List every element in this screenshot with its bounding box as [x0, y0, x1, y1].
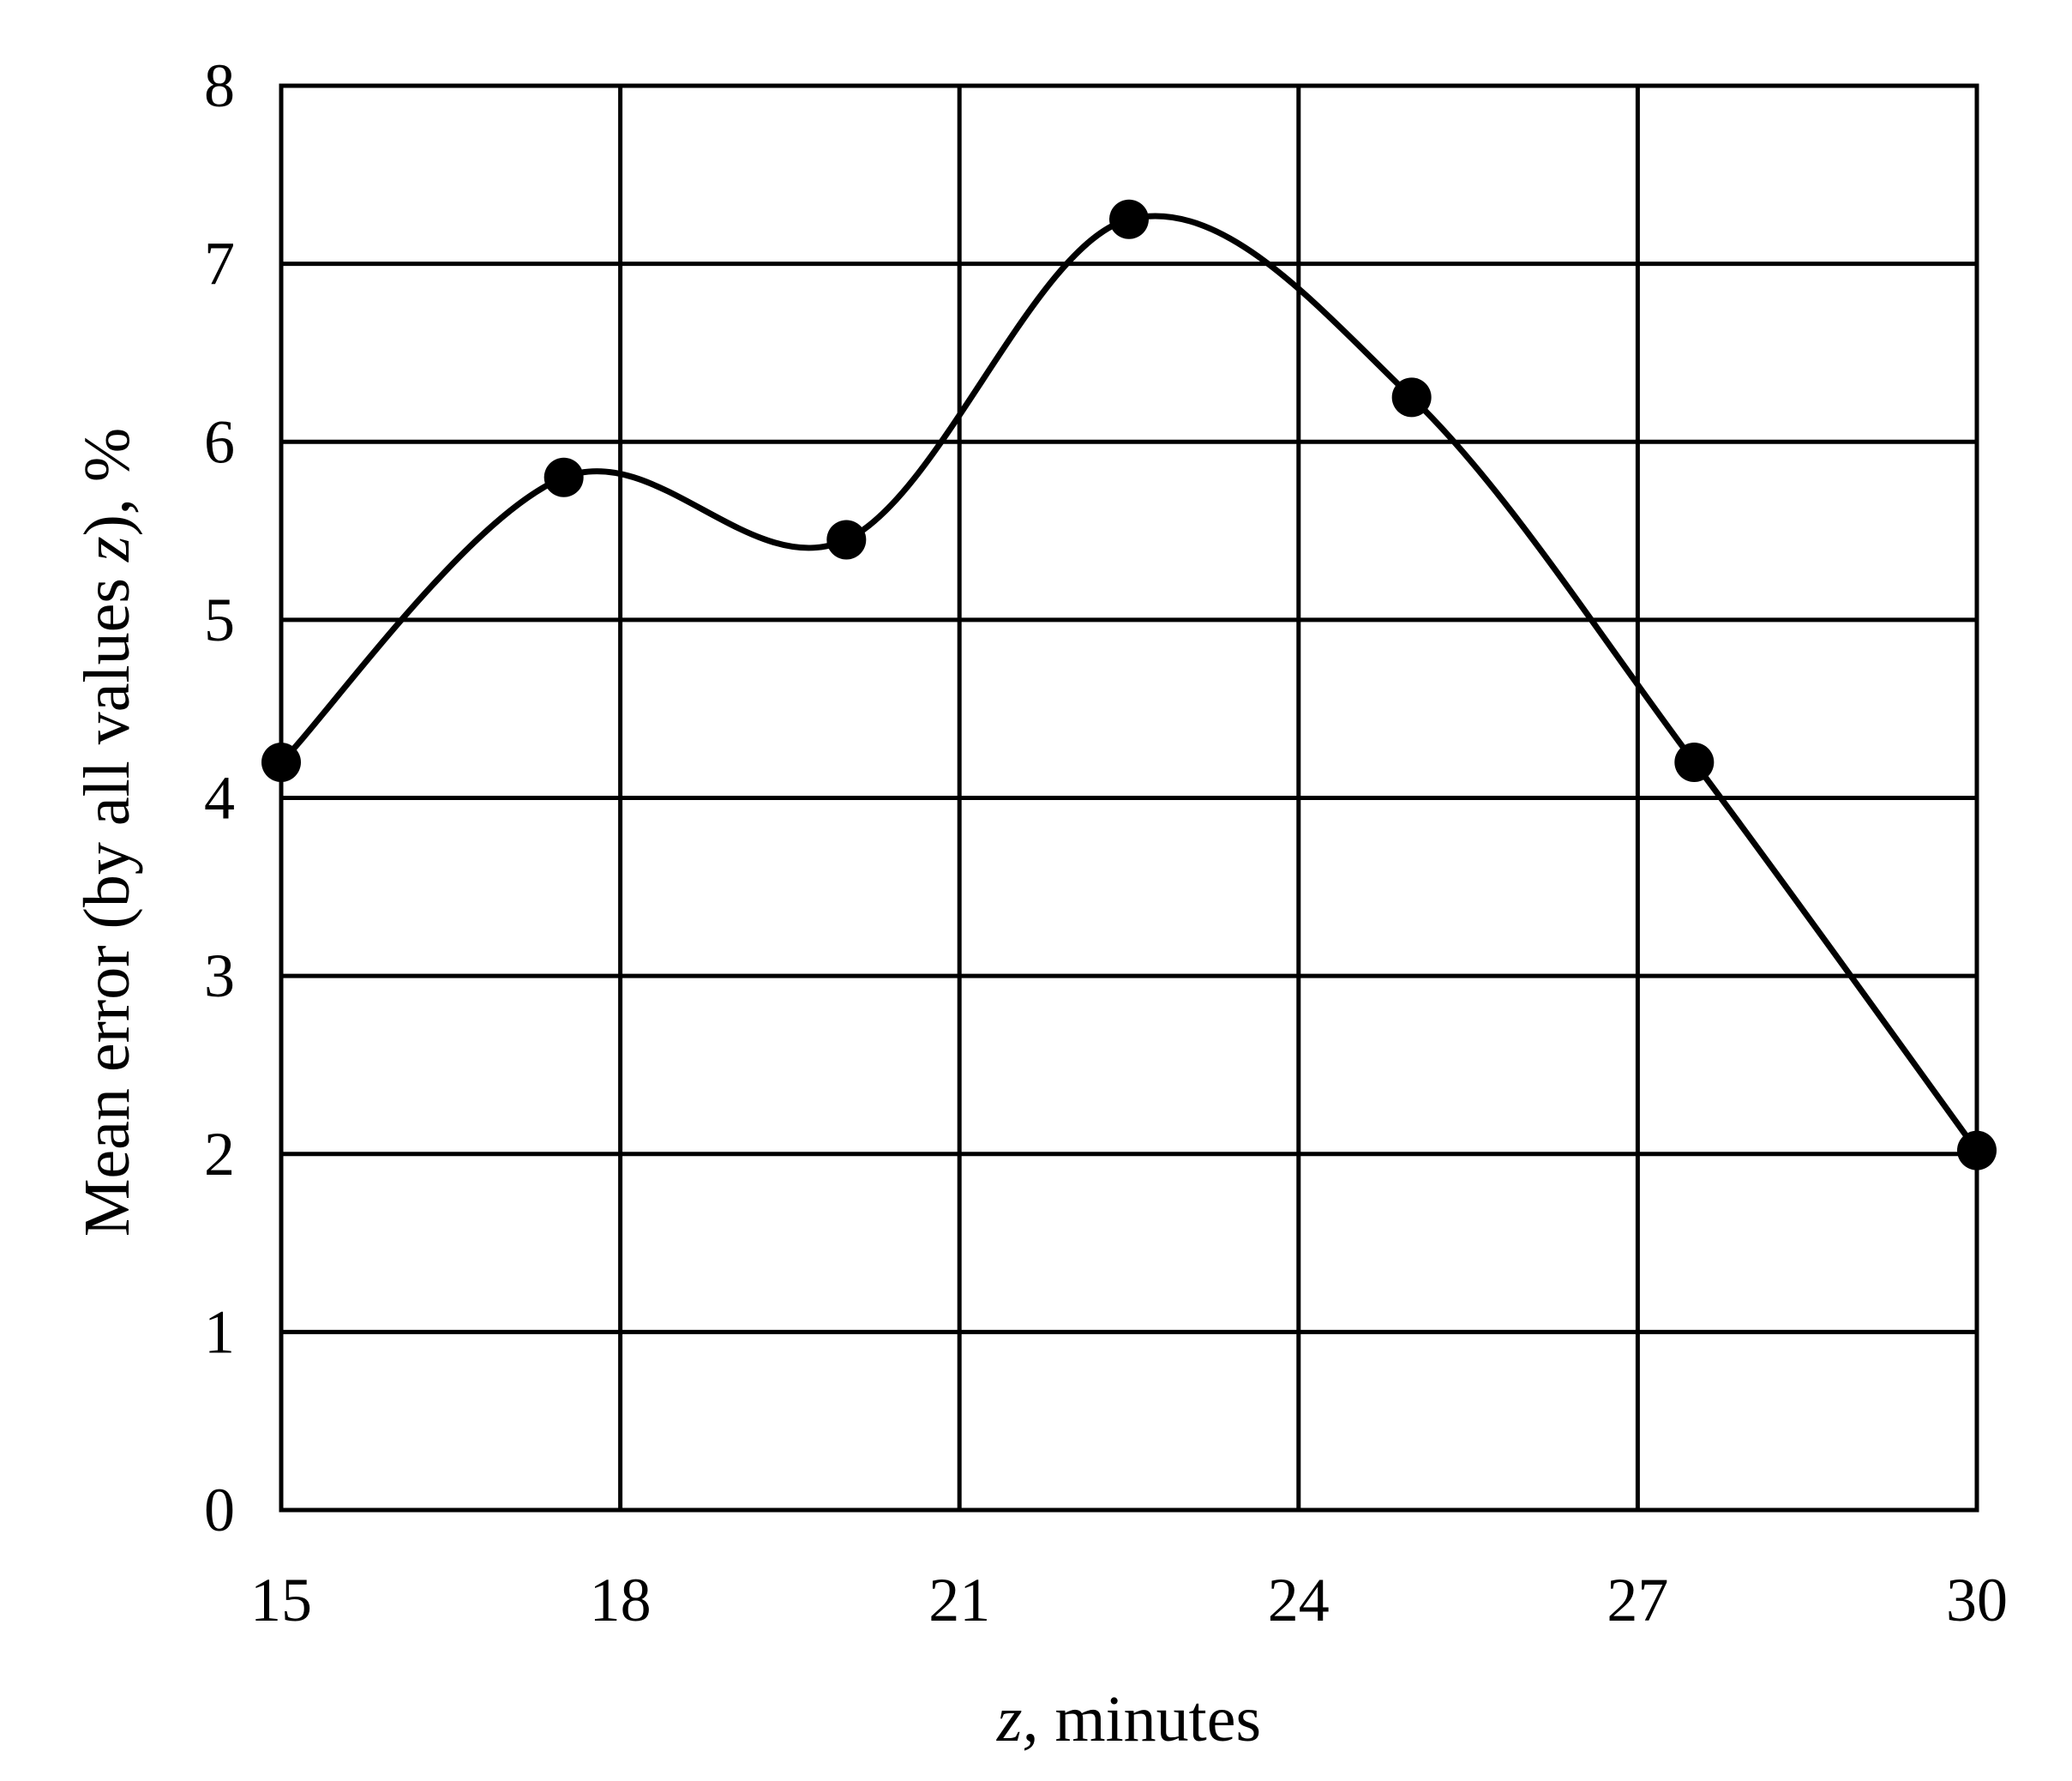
- data-point: [544, 457, 584, 497]
- x-tick-label: 27: [1607, 1566, 1668, 1634]
- data-point: [1674, 742, 1715, 782]
- x-tick-label: 15: [250, 1566, 312, 1634]
- plot-frame: [279, 83, 1979, 1513]
- data-point: [826, 520, 867, 560]
- x-axis-title: z, minutes: [996, 1683, 1261, 1755]
- y-tick-label: 0: [204, 1476, 235, 1544]
- y-tick-label: 2: [204, 1120, 235, 1188]
- x-axis-tick-labels: 15 18 21 24 27 30: [250, 1566, 2008, 1634]
- x-tick-label: 24: [1268, 1566, 1330, 1634]
- x-tick-label: 21: [928, 1566, 990, 1634]
- y-axis-title-end: ), %: [71, 428, 143, 537]
- y-axis-title-variable: z: [71, 536, 143, 563]
- y-axis-title: Mean error (by all values z), %: [71, 428, 143, 1236]
- y-tick-label: 8: [204, 51, 235, 120]
- data-point: [261, 742, 301, 782]
- y-tick-label: 1: [204, 1297, 235, 1366]
- x-axis-title-unit: minutes: [1038, 1683, 1261, 1755]
- y-tick-label: 5: [204, 586, 235, 654]
- data-point: [1957, 1130, 1997, 1170]
- data-point: [1391, 377, 1432, 418]
- y-tick-label: 7: [204, 230, 235, 298]
- data-point: [1109, 199, 1149, 239]
- y-tick-label: 4: [204, 764, 235, 833]
- series-line: [278, 213, 1980, 1154]
- x-axis-title-variable: z,: [996, 1683, 1039, 1755]
- y-axis-title-start: Mean error (by all values: [71, 562, 143, 1236]
- y-tick-label: 6: [204, 407, 235, 476]
- data-points: [261, 199, 1997, 1170]
- x-tick-label: 30: [1946, 1566, 2008, 1634]
- x-tick-label: 18: [590, 1566, 652, 1634]
- y-axis-tick-labels: 0 1 2 3 4 5 6 7 8: [204, 51, 235, 1544]
- y-tick-label: 3: [204, 942, 235, 1010]
